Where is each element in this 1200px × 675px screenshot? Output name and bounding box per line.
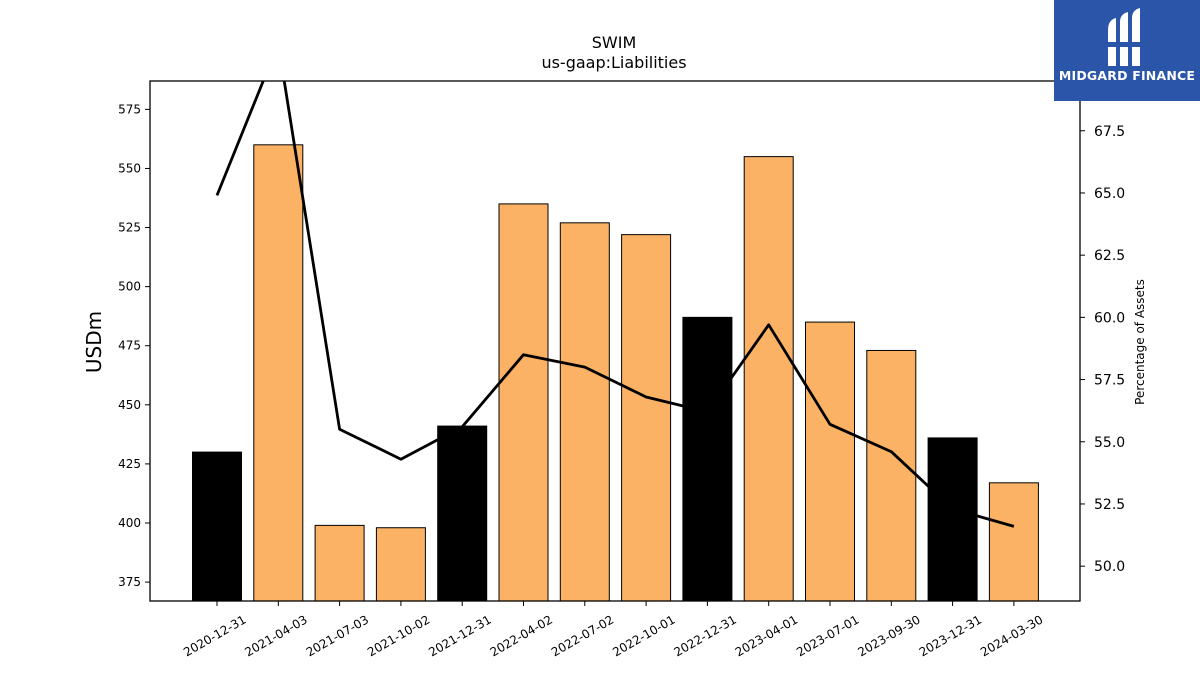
y2-tick-label: 57.5 [1094,373,1125,389]
brand-logo: MIDGARD FINANCE [1054,0,1200,101]
x-tick-label: 2020-12-31 [181,612,248,659]
y-tick-label: 400 [118,516,141,530]
y2-tick-label: 60.0 [1094,310,1125,326]
x-tick-label: 2021-07-03 [304,612,371,659]
x-tick-label: 2023-04-01 [733,612,800,659]
y-tick-label: 550 [118,161,141,175]
x-tick-label: 2021-10-02 [365,612,432,659]
bar [621,234,672,602]
bar [743,156,794,602]
bar [805,321,855,602]
bar [498,203,549,602]
x-tick-label: 2023-07-01 [794,612,861,659]
y2-tick-label: 55.0 [1094,435,1125,451]
x-tick-label: 2021-12-31 [426,612,493,659]
x-tick-label: 2024-03-30 [978,612,1045,659]
x-tick-label: 2021-04-03 [242,612,309,659]
bar [988,482,1039,602]
chart-title: SWIM [592,33,637,52]
bar [314,524,365,602]
y2-axis-label: Percentage of Assets [1133,279,1147,405]
x-ticks: 2020-12-312021-04-032021-07-032021-10-02… [181,601,1045,659]
y2-tick-label: 67.5 [1094,124,1125,140]
y-tick-label: 575 [118,102,141,116]
y-tick-label: 450 [118,398,141,412]
bar [375,527,426,602]
y-tick-label: 500 [118,280,141,294]
logo-mark-icon [1106,8,1144,66]
x-tick-label: 2022-07-02 [549,612,616,659]
x-tick-label: 2022-04-02 [488,612,555,659]
x-tick-label: 2022-12-31 [671,612,738,659]
line-series [215,81,1015,528]
bars-layer [192,144,1039,602]
x-tick-label: 2022-10-01 [610,612,677,659]
x-tick-label: 2023-09-30 [855,612,922,659]
bar [927,437,978,602]
y-tick-label: 525 [118,221,141,235]
y2-tick-label: 50.0 [1094,559,1125,575]
y2-tick-label: 62.5 [1094,248,1125,264]
x-tick-label: 2023-12-31 [917,612,984,659]
y2-tick-label: 52.5 [1094,497,1125,513]
plot-frame [149,80,1081,602]
y-axis-label: USDm [82,311,106,373]
y-right-ticks: 50.0 52.5 55.0 57.5 60.0 62.5 65.0 67.5 [1080,124,1125,575]
bar [682,316,733,602]
y2-tick-label: 65.0 [1094,186,1125,202]
bar [437,425,488,602]
logo-text: MIDGARD FINANCE [1058,68,1196,83]
y-tick-label: 375 [118,575,141,589]
y-tick-label: 425 [118,457,141,471]
bar [559,222,610,602]
y-left-ticks: 375 400 425 450 475 500 525 550 575 [118,102,150,589]
bar [192,451,242,602]
chart-subtitle: us-gaap:Liabilities [541,53,686,72]
bar [253,144,304,602]
line-layer [215,81,1015,528]
bar [866,349,917,602]
y-tick-label: 475 [118,339,141,353]
